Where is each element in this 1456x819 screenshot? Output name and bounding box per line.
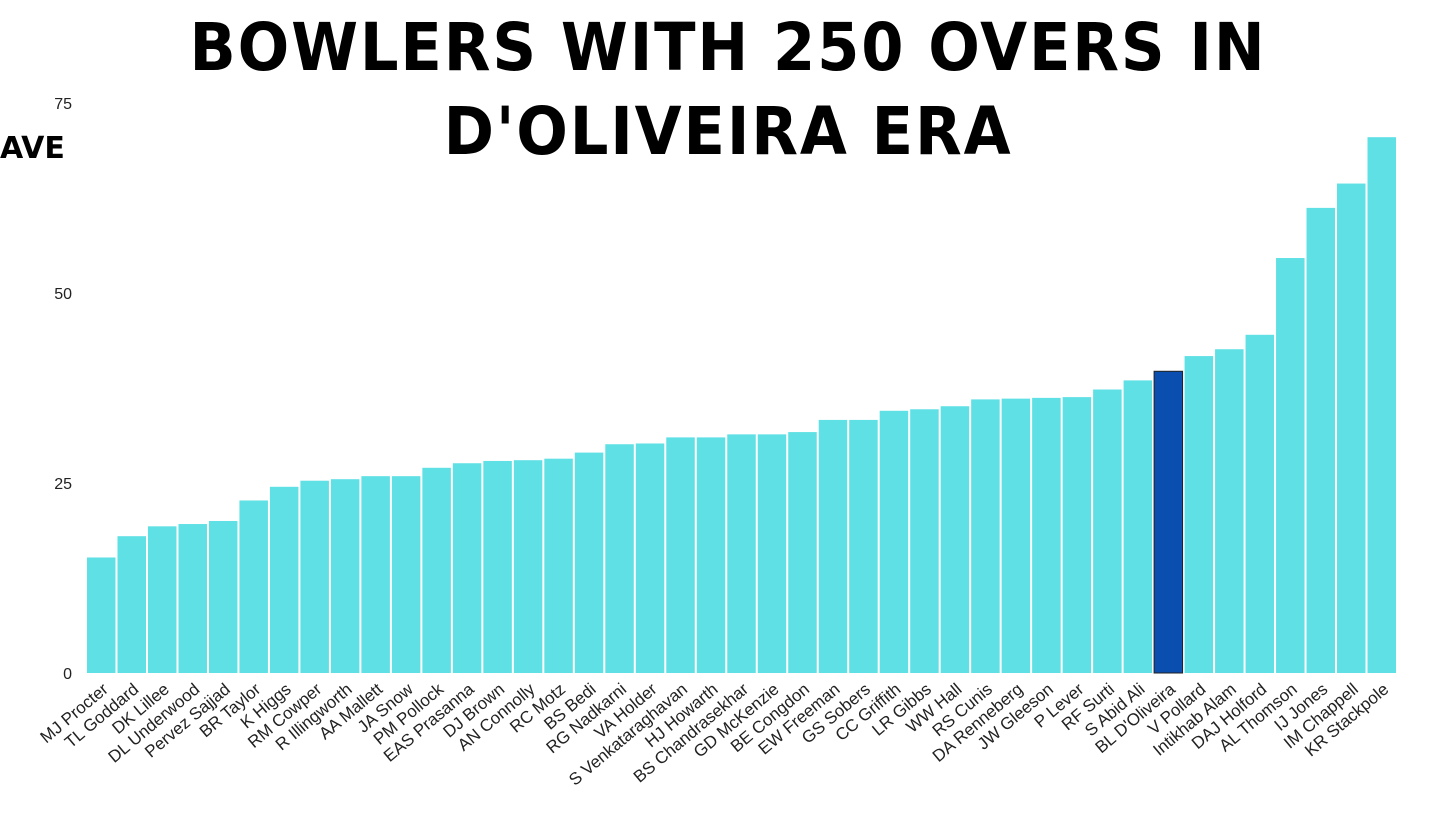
y-axis-label: AVE — [0, 131, 65, 166]
bar — [391, 476, 421, 673]
bar — [330, 479, 360, 673]
bar — [452, 463, 482, 673]
bar — [1367, 137, 1396, 673]
y-axis: 0 25 50 75 — [54, 96, 72, 683]
bar — [1062, 397, 1092, 673]
bar — [1123, 380, 1153, 673]
bar — [605, 444, 634, 673]
bar — [1184, 356, 1214, 673]
bar — [666, 437, 695, 673]
bar — [879, 410, 909, 673]
bar — [635, 443, 665, 673]
bar — [757, 434, 787, 673]
bar — [422, 467, 451, 673]
bar — [696, 437, 726, 673]
bar — [208, 521, 238, 673]
bar — [1245, 334, 1275, 673]
bar — [87, 557, 116, 673]
y-tick-label: 50 — [54, 286, 72, 303]
bar — [1001, 398, 1031, 673]
y-tick-label: 25 — [54, 476, 72, 493]
bar — [1093, 389, 1122, 673]
bar — [818, 419, 848, 673]
bars — [87, 137, 1396, 674]
bar — [300, 480, 329, 673]
bar — [1153, 370, 1184, 674]
bar — [1215, 349, 1244, 673]
y-tick-label: 75 — [54, 96, 72, 113]
bar — [910, 409, 939, 673]
bar — [483, 460, 512, 673]
bar — [147, 526, 177, 673]
bar — [239, 500, 268, 673]
bar — [574, 452, 604, 673]
bar — [544, 458, 573, 673]
bar — [788, 432, 817, 673]
bar — [117, 536, 146, 673]
chart-title: BOWLERS WITH 250 OVERS IN D'OLIVEIRA ERA — [189, 9, 1267, 170]
bar — [178, 524, 207, 673]
bar — [1306, 207, 1336, 673]
bar — [361, 476, 390, 673]
bar — [1032, 397, 1061, 673]
bar — [513, 460, 543, 673]
y-tick-label: 0 — [63, 666, 72, 683]
bar — [940, 406, 970, 673]
bar — [1276, 258, 1305, 673]
bar — [269, 486, 299, 673]
bar — [727, 434, 756, 673]
bar — [971, 399, 1000, 673]
bar — [1337, 183, 1366, 673]
bar — [849, 419, 878, 673]
